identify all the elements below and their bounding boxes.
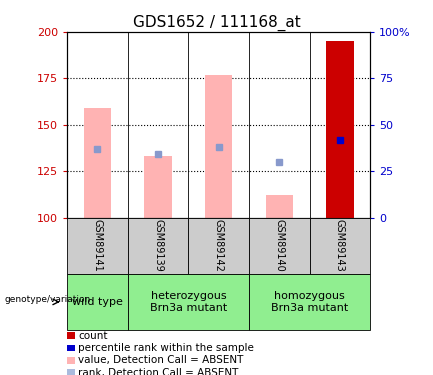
Bar xyxy=(144,156,171,218)
Text: GDS1652 / 111168_at: GDS1652 / 111168_at xyxy=(132,15,301,31)
Text: percentile rank within the sample: percentile rank within the sample xyxy=(78,343,254,353)
Bar xyxy=(205,75,233,217)
Text: genotype/variation: genotype/variation xyxy=(4,296,90,304)
Bar xyxy=(265,195,293,217)
Text: GSM89140: GSM89140 xyxy=(274,219,284,272)
Text: GSM89142: GSM89142 xyxy=(213,219,224,272)
Text: count: count xyxy=(78,331,107,340)
Text: wild type: wild type xyxy=(72,297,123,307)
Text: GSM89139: GSM89139 xyxy=(153,219,163,272)
Text: heterozygous
Brn3a mutant: heterozygous Brn3a mutant xyxy=(150,291,227,313)
Text: homozygous
Brn3a mutant: homozygous Brn3a mutant xyxy=(271,291,348,313)
Bar xyxy=(84,108,111,218)
Text: rank, Detection Call = ABSENT: rank, Detection Call = ABSENT xyxy=(78,368,238,375)
Text: GSM89143: GSM89143 xyxy=(335,219,345,272)
Bar xyxy=(326,41,353,218)
Text: value, Detection Call = ABSENT: value, Detection Call = ABSENT xyxy=(78,356,243,365)
Text: GSM89141: GSM89141 xyxy=(92,219,103,272)
